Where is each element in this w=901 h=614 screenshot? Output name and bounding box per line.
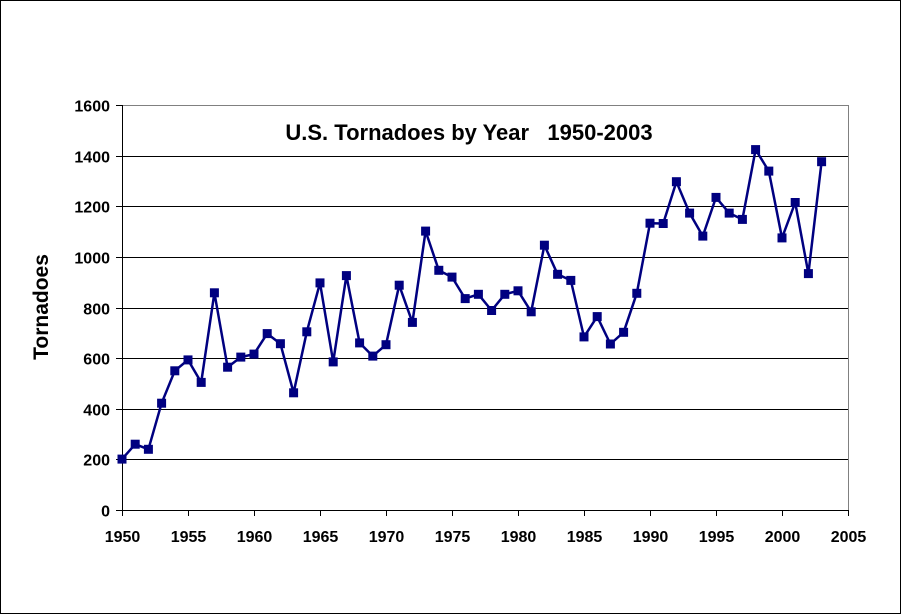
- x-tick-label: 1985: [567, 529, 603, 546]
- x-tick-label: 1955: [171, 529, 207, 546]
- data-point: [328, 357, 338, 367]
- chart-title: U.S. Tornadoes by Year 1950-2003: [285, 120, 652, 145]
- series-tornadoes: [117, 145, 827, 464]
- data-point: [236, 352, 246, 362]
- x-tick-label: 1960: [237, 529, 273, 546]
- data-point: [341, 271, 351, 281]
- data-point: [817, 157, 827, 167]
- data-point: [632, 288, 642, 298]
- data-point: [315, 278, 325, 288]
- data-point: [209, 288, 219, 298]
- x-tick-label: 1990: [633, 529, 669, 546]
- data-point: [434, 265, 444, 275]
- y-tick-label: 1400: [74, 150, 110, 167]
- data-point: [421, 226, 431, 236]
- data-point: [645, 218, 655, 228]
- y-tick-label: 1000: [74, 251, 110, 268]
- data-point: [513, 286, 523, 296]
- y-tick-label: 200: [83, 453, 110, 470]
- data-point: [803, 269, 813, 279]
- data-point: [196, 377, 206, 387]
- data-point: [790, 198, 800, 207]
- data-point: [249, 349, 259, 359]
- data-point: [262, 329, 272, 339]
- data-point: [764, 166, 774, 176]
- data-point: [500, 289, 510, 299]
- data-point: [407, 317, 417, 327]
- y-tick-label: 400: [83, 403, 110, 420]
- data-point: [592, 312, 602, 322]
- y-tick-label: 800: [83, 302, 110, 319]
- data-point: [579, 332, 589, 342]
- data-point: [130, 439, 140, 449]
- data-point: [117, 454, 127, 464]
- data-point: [698, 231, 708, 241]
- data-point: [302, 327, 312, 337]
- data-point: [553, 269, 563, 279]
- y-tick-label: 600: [83, 352, 110, 369]
- data-point: [539, 240, 549, 250]
- axes: [116, 105, 849, 516]
- data-point: [183, 355, 193, 365]
- data-point: [619, 327, 629, 337]
- data-point: [685, 208, 695, 218]
- y-tick-label: 0: [101, 504, 110, 521]
- data-point: [460, 294, 470, 304]
- data-point: [275, 339, 285, 349]
- data-point: [223, 362, 233, 372]
- data-point: [157, 398, 167, 408]
- x-tick-label: 1980: [501, 529, 537, 546]
- x-tick-label: 2005: [831, 529, 867, 546]
- x-tick-label: 1950: [105, 529, 141, 546]
- data-point: [473, 289, 483, 299]
- data-point: [605, 339, 615, 349]
- data-point: [526, 307, 536, 317]
- data-point: [671, 177, 681, 187]
- data-point: [381, 340, 391, 350]
- data-point: [289, 388, 299, 398]
- y-tick-label: 1600: [74, 99, 110, 116]
- y-tick-labels: 0 200 400 600 800 1000 1200 1400 1600: [74, 99, 110, 521]
- data-point: [724, 208, 734, 218]
- x-tick-label: 1965: [303, 529, 339, 546]
- data-point: [658, 219, 668, 228]
- x-tick-label: 1970: [369, 529, 405, 546]
- data-point: [170, 366, 180, 376]
- data-point: [368, 351, 378, 361]
- x-tick-labels: 1950 1955 1960 1965 1970 1975 1980 1985 1990 1995…: [105, 529, 867, 546]
- y-axis-label: Tornadoes: [30, 254, 53, 360]
- data-point: [447, 272, 457, 282]
- data-point: [355, 338, 365, 348]
- x-tick-label: 1975: [435, 529, 471, 546]
- data-point: [394, 280, 404, 290]
- x-tick-label: 1995: [699, 529, 735, 546]
- gridlines: [122, 156, 848, 460]
- data-point: [751, 145, 761, 155]
- data-point: [737, 214, 747, 224]
- y-tick-label: 1200: [74, 200, 110, 217]
- x-tick-label: 2000: [765, 529, 801, 546]
- data-point: [566, 275, 576, 285]
- data-point: [143, 444, 153, 454]
- data-point: [711, 192, 721, 202]
- data-point: [777, 233, 787, 243]
- data-point: [487, 306, 497, 315]
